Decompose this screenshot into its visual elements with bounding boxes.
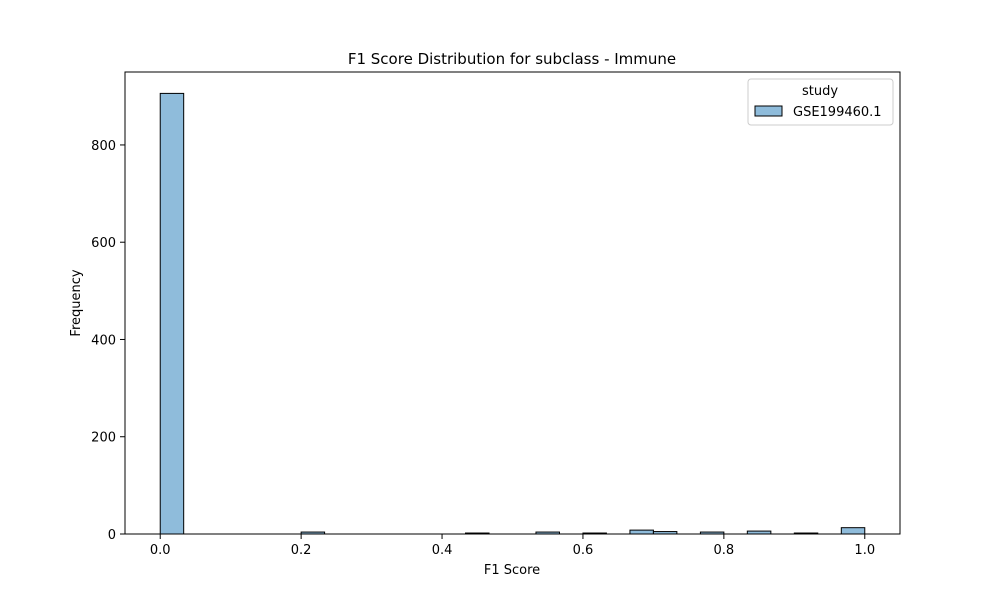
y-tick-label: 400 bbox=[91, 333, 116, 348]
legend: study GSE199460.1 bbox=[747, 78, 894, 126]
x-tick-label: 1.0 bbox=[854, 543, 875, 558]
y-tick-label: 200 bbox=[91, 431, 116, 446]
histogram-bar-5 bbox=[629, 529, 654, 535]
y-tick-label: 600 bbox=[91, 236, 116, 251]
legend-box bbox=[747, 78, 894, 126]
y-axis-ticks: 0 200 400 600 800 bbox=[91, 139, 125, 543]
x-tick-label: 0.0 bbox=[150, 543, 171, 558]
bars-group bbox=[159, 92, 866, 535]
x-axis-label: F1 Score bbox=[484, 563, 540, 578]
x-tick-label: 0.4 bbox=[432, 543, 453, 558]
legend-title: study bbox=[802, 84, 838, 99]
chart-title: F1 Score Distribution for subclass - Imm… bbox=[348, 50, 676, 68]
legend-entry-label: GSE199460.1 bbox=[793, 105, 882, 120]
y-tick-label: 800 bbox=[91, 139, 116, 154]
plot-frame bbox=[124, 71, 901, 535]
x-tick-label: 0.6 bbox=[573, 543, 594, 558]
y-tick-label: 0 bbox=[108, 528, 116, 543]
y-axis-label: Frequency bbox=[69, 269, 84, 336]
histogram-bar-0 bbox=[159, 92, 185, 535]
x-axis-ticks: 0.0 0.2 0.4 0.6 0.8 1.0 bbox=[150, 534, 875, 558]
histogram-bar-10 bbox=[840, 527, 866, 535]
x-tick-label: 0.8 bbox=[714, 543, 735, 558]
x-tick-label: 0.2 bbox=[291, 543, 312, 558]
legend-swatch bbox=[754, 105, 783, 117]
